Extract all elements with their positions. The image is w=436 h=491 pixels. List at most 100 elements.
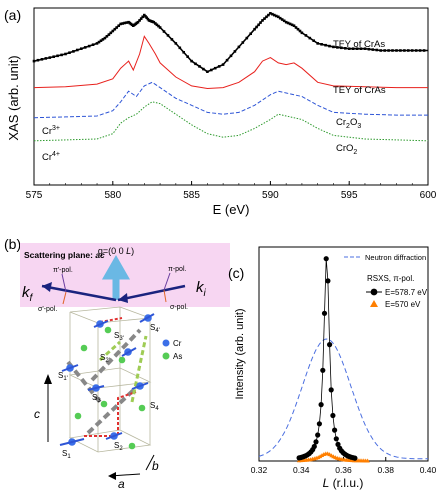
tfy-point [210,68,213,72]
site-label: S3 [92,393,101,404]
tfy-point [141,15,144,19]
ki-arrow [117,284,186,302]
tfy-point [316,42,319,45]
tfy-point [371,48,375,51]
tfy-point [379,49,382,52]
tfy-point [125,21,128,24]
spin-arrows [59,313,155,446]
tfy-point [146,17,150,21]
tfy-point [56,54,59,58]
tfy-point [182,51,185,54]
tfy-point [253,27,256,31]
site-label: S2 [114,441,123,452]
tfy-point [217,65,221,68]
panel-b: (b) Scattering plane: ac q=(0 0 L) kf ki… [4,236,230,491]
tfy-point [229,54,233,58]
rsxs-on-point [333,436,339,442]
tfy-point [87,44,91,48]
pi-pol-i-arrow [163,272,171,291]
x-tick-label: 595 [341,190,358,201]
kf-arrowhead [42,282,52,292]
tfy-point [162,30,166,33]
x-tick-label: 580 [104,190,121,201]
tfy-point [422,49,426,52]
series-cr2o3 [33,81,428,119]
tfy-point [367,47,371,51]
tfy-point [267,13,270,17]
tfy-point [139,17,143,20]
tfy-point [119,22,122,26]
q-vector-arrow [101,254,131,300]
tfy-point [261,19,264,22]
tfy-point [332,45,335,49]
label-cro2: CrO2 [336,143,357,156]
tfy-point [36,58,40,62]
tfy-point [111,29,115,33]
legend-off-label: E=570 eV [385,300,421,309]
kf-arrow [41,284,117,302]
tfy-point [174,42,178,45]
rsxs-on-point [311,443,317,450]
tfy-point [383,49,386,52]
label-cr2o3: Cr2O3 [336,117,361,130]
label-tey: TEY of CrAs [333,85,386,96]
site-label: S4' [150,323,160,334]
tfy-point [410,49,414,52]
tfy-point [286,21,290,25]
tfy-point [257,23,260,27]
tfy-point [249,32,252,35]
tfy-point [263,17,266,20]
as-atom [74,412,82,420]
kf-label: kf [22,284,34,304]
tfy-point [407,49,410,52]
site-label: S2' [100,353,110,364]
axis-a-label: a [118,477,125,491]
tfy-point [403,49,406,52]
tfy-point [221,63,225,66]
tfy-point [80,47,83,50]
tfy-point [245,36,249,40]
as-atoms [74,326,146,450]
tfy-point [312,39,315,42]
tfy-point [202,67,205,71]
panel-a-x-ticks: 575 580 585 590 595 600 [26,181,436,201]
tfy-point [225,58,229,62]
grey-bonds [66,328,142,435]
tfy-point [178,46,182,50]
tfy-point [292,24,296,27]
panel-c: (c) 0.32 0.34 0.36 0.38 0.40 L (r.l.u.) Inte… [228,246,436,490]
pi-pol-i-label: π-pol. [168,266,187,273]
label-tfy: TFY of CrAs [333,39,385,50]
panel-a-label: (a) [4,7,21,23]
sigma-pol-f-label: σ'-pol. [38,306,57,313]
label-cr4: Cr4+ [42,151,60,163]
x-tick-label: 0.40 [420,465,436,475]
tfy-point [282,19,286,23]
tfy-point [351,47,355,50]
tfy-point [40,58,44,61]
tfy-point [280,18,284,21]
tfy-point [166,34,170,37]
panel-b-label: (b) [4,236,21,252]
legend-cr-label: Cr [173,339,182,348]
x-tick-label: 0.38 [377,465,394,475]
tfy-point [237,45,241,49]
rsxs-on-point [330,412,336,419]
tfy-point [121,22,124,25]
rsxs-off-point [317,454,323,459]
tfy-point [157,24,160,28]
tfy-point [72,50,75,53]
tfy-point [115,26,118,29]
site-label: S3' [114,331,124,342]
tfy-point [198,65,201,68]
rsxs-on-point [316,421,322,427]
tfy-point [296,27,300,31]
rsxs-on-point [327,342,333,348]
tfy-point [284,20,288,24]
tfy-point [294,26,298,29]
tfy-point [123,21,126,25]
sigma-pol-f-arrow [62,291,67,305]
rsxs-on-point [318,402,324,408]
tfy-point [271,12,274,16]
tfy-point [255,25,258,29]
